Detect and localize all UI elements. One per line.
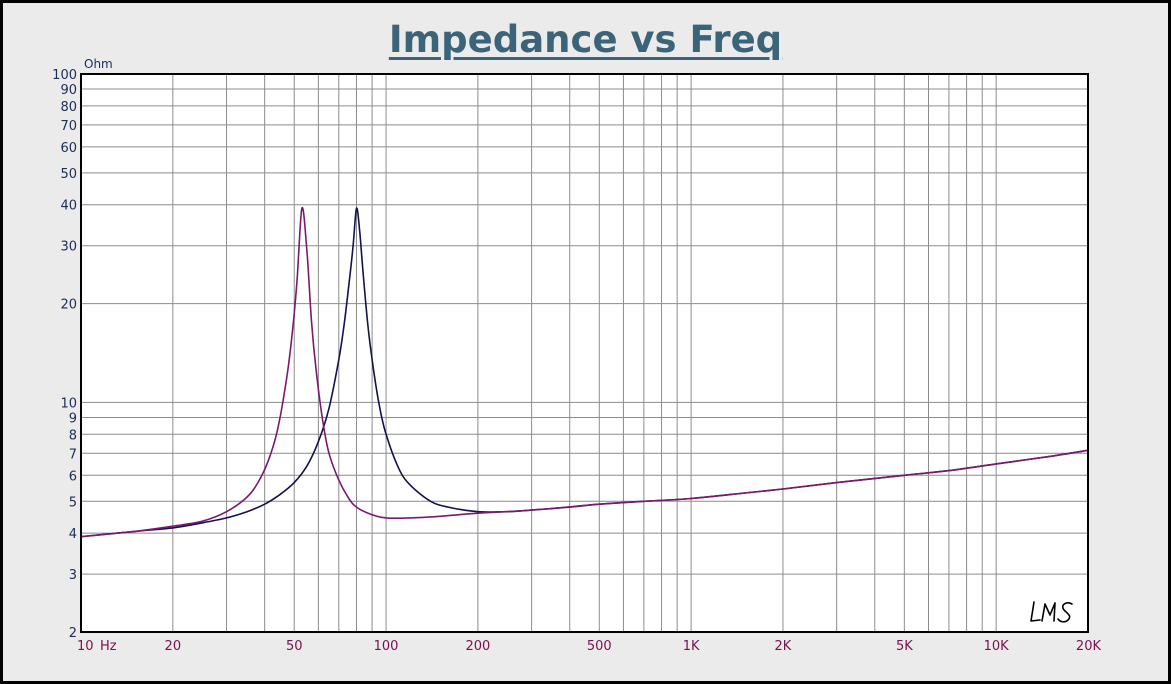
y-tick-label: 30 xyxy=(60,240,77,255)
y-axis-unit-label: Ohm xyxy=(84,57,113,71)
y-tick-label: 80 xyxy=(60,100,77,115)
x-tick-label: 100 xyxy=(374,639,399,654)
x-tick-label: 1K xyxy=(683,639,700,654)
x-tick-label: 20 xyxy=(165,639,182,654)
y-tick-label: 8 xyxy=(69,428,77,443)
x-axis-unit-label: Hz xyxy=(100,639,117,654)
y-tick-label: 6 xyxy=(69,469,77,484)
x-tick-label: 50 xyxy=(286,639,303,654)
y-tick-label: 2 xyxy=(69,626,77,641)
series-layer xyxy=(80,206,1089,538)
plot-area xyxy=(81,74,1088,632)
x-tick-label: 2K xyxy=(775,639,792,654)
plot-border xyxy=(80,73,1089,633)
y-tick-label: 3 xyxy=(69,568,77,583)
x-tick-label: 10 xyxy=(77,639,94,654)
y-tick-label: 90 xyxy=(60,83,77,98)
y-tick-label: 70 xyxy=(60,119,77,134)
x-tick-label: 500 xyxy=(587,639,612,654)
x-tick-label: 20K xyxy=(1076,639,1102,654)
x-tick-label: 5K xyxy=(896,639,913,654)
y-tick-label: 20 xyxy=(60,298,77,313)
y-tick-label: 10 xyxy=(60,396,77,411)
lms-logo-signature xyxy=(1030,601,1073,623)
y-tick-label: 5 xyxy=(69,495,77,510)
chart-title: Impedance vs Freq xyxy=(388,18,783,61)
y-tick-label: 40 xyxy=(60,199,77,214)
x-tick-label: 10K xyxy=(984,639,1010,654)
y-tick-label: 100 xyxy=(52,68,77,83)
y-tick-label: 4 xyxy=(69,527,77,542)
y-tick-label: 9 xyxy=(69,411,77,426)
y-tick-label: 60 xyxy=(60,141,77,156)
grid xyxy=(80,73,1089,633)
y-tick-label: 7 xyxy=(69,447,77,462)
y-tick-label: 50 xyxy=(60,167,77,182)
impedance-curve-2 xyxy=(80,206,1089,538)
x-tick-label: 200 xyxy=(465,639,490,654)
